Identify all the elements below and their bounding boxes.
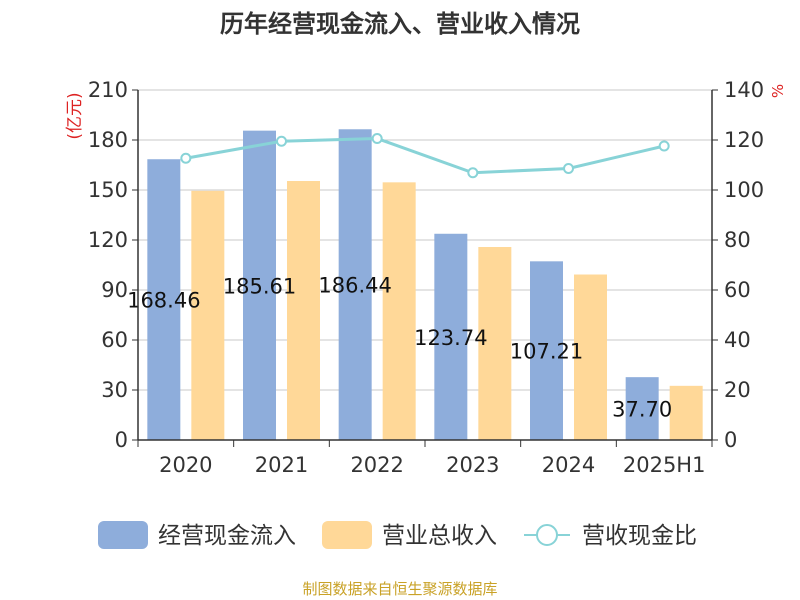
left-tick-label: 0 <box>115 428 128 452</box>
bar-revenue-2024 <box>574 274 607 440</box>
right-axis-unit-label: % <box>769 84 787 98</box>
right-tick-label: 0 <box>724 428 737 452</box>
ratio-point-2024 <box>563 163 574 174</box>
data-label-cash-inflow-2023: 123.74 <box>414 326 487 350</box>
ratio-point-2023 <box>467 167 479 179</box>
ratio-line <box>185 136 665 175</box>
chart-title: 历年经营现金流入、营业收入情况 <box>220 10 580 38</box>
ratio-point-2025H1 <box>658 140 670 152</box>
right-axis-ticks: 0 20 40 60 80 100 120 140 <box>712 78 764 452</box>
bar-series <box>147 129 703 441</box>
legend-marker <box>536 524 558 546</box>
x-axis-ticks: 2020 2021 2022 2023 2024 2025H1 <box>137 440 713 477</box>
legend-label-0: 经营现金流入 <box>158 523 296 549</box>
bar-revenue-2021 <box>287 181 320 440</box>
right-tick-label: 40 <box>724 328 751 352</box>
x-tick-label-2025H1: 2025H1 <box>623 453 706 477</box>
data-label-cash-inflow-2025H1: 37.70 <box>612 398 672 422</box>
line-series <box>180 133 670 179</box>
bar-cash-inflow-2022 <box>338 129 372 440</box>
data-label-cash-inflow-2022: 186.44 <box>318 274 391 298</box>
x-tick-label-2024: 2024 <box>542 453 595 477</box>
left-tick-label: 210 <box>88 78 128 102</box>
ratio-point-2021 <box>276 135 287 147</box>
right-tick-label: 60 <box>724 278 751 302</box>
left-tick-label: 120 <box>88 228 128 252</box>
x-tick-label-2023: 2023 <box>446 453 499 477</box>
left-axis-ticks: 0 30 60 90 120 150 180 210 <box>88 78 138 452</box>
right-tick-label: 20 <box>724 378 751 402</box>
bar-cash-inflow-2023 <box>434 233 468 440</box>
legend-label-2: 营收现金比 <box>582 523 697 549</box>
footer-source: 制图数据来自恒生聚源数据库 <box>302 580 497 598</box>
bar-revenue-2022 <box>382 182 416 441</box>
data-labels: 168.46 185.61 186.44 123.74 107.21 37.70 <box>127 274 672 422</box>
x-tick-label-2021: 2021 <box>255 453 308 477</box>
legend: 经营现金流入 营业总收入 营收现金比 <box>98 521 697 549</box>
bar-cash-inflow-2020 <box>147 159 181 440</box>
bar-cash-inflow-2021 <box>243 130 276 440</box>
left-tick-label: 60 <box>101 328 128 352</box>
data-label-cash-inflow-2021: 185.61 <box>223 274 296 298</box>
ratio-point-2022 <box>371 133 383 144</box>
bar-revenue-2025H1 <box>669 385 703 440</box>
right-tick-label: 100 <box>724 178 764 202</box>
left-tick-label: 30 <box>101 378 128 402</box>
ratio-point-2020 <box>180 152 192 164</box>
x-tick-label-2020: 2020 <box>159 453 212 477</box>
left-tick-label: 90 <box>101 278 128 302</box>
x-tick-label-2022: 2022 <box>350 453 403 477</box>
left-tick-label: 150 <box>88 178 128 202</box>
bar-revenue-2020 <box>191 190 225 440</box>
data-label-cash-inflow-2020: 168.46 <box>127 289 200 313</box>
bar-cash-inflow-2025H1 <box>625 377 659 440</box>
gridlines <box>138 89 712 441</box>
right-tick-label: 120 <box>724 128 764 152</box>
bar-revenue-2023 <box>478 247 512 440</box>
data-label-cash-inflow-2024: 107.21 <box>510 340 583 364</box>
left-axis-unit-label: (亿元) <box>65 92 85 139</box>
right-tick-label: 80 <box>724 228 751 252</box>
left-tick-label: 180 <box>88 128 128 152</box>
legend-swatch-1 <box>322 521 372 549</box>
bar-cash-inflow-2024 <box>530 261 563 440</box>
legend-swatch-0 <box>98 521 148 549</box>
legend-label-1: 营业总收入 <box>382 523 497 549</box>
right-tick-label: 140 <box>724 78 764 102</box>
